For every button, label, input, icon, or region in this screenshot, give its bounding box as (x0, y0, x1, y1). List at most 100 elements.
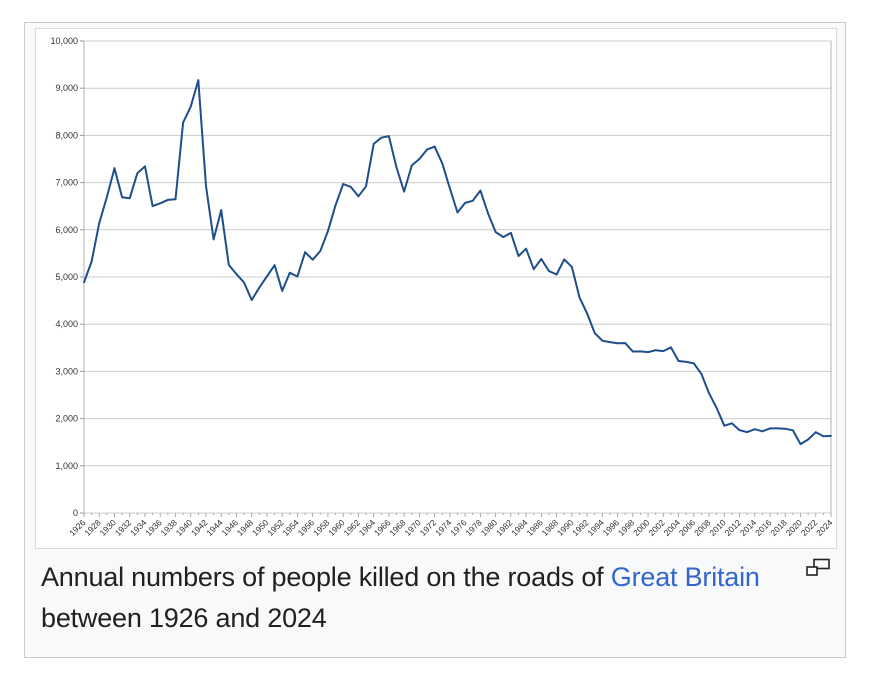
data-point (250, 299, 253, 301)
data-point (311, 258, 314, 261)
data-point (494, 231, 497, 233)
data-point (144, 165, 146, 168)
y-tick-label: 3,000 (55, 366, 78, 376)
data-point (304, 251, 306, 254)
data-point (327, 230, 329, 233)
data-point (403, 190, 405, 193)
data-point (281, 290, 284, 292)
data-point (517, 255, 520, 257)
data-point (380, 136, 383, 139)
data-point (799, 443, 802, 445)
data-point (715, 407, 718, 409)
data-point (746, 431, 749, 433)
data-point (548, 270, 550, 272)
data-point (769, 427, 771, 430)
data-point (601, 339, 604, 342)
data-point (212, 238, 215, 241)
caption-suffix: between 1926 and 2024 (41, 603, 327, 633)
data-point (243, 281, 246, 284)
data-point (814, 431, 817, 434)
data-point (677, 360, 680, 362)
data-point (570, 265, 573, 268)
y-tick-label: 4,000 (55, 319, 78, 329)
data-point (616, 342, 619, 345)
data-point (654, 349, 657, 352)
data-point (365, 185, 367, 188)
y-tick-label: 2,000 (55, 414, 78, 424)
chart-image[interactable]: 0 1,000 2,000 3,000 4,000 5,000 6,000 7,000 8,00… (35, 28, 837, 549)
data-point (410, 164, 413, 167)
data-point (578, 296, 581, 299)
data-point (433, 145, 436, 148)
figure-thumbnail: 0 1,000 2,000 3,000 4,000 5,000 6,000 7,000 8,00… (24, 22, 846, 658)
data-point (342, 183, 345, 185)
data-point (227, 264, 230, 266)
y-tick-label: 10,000 (50, 36, 78, 46)
data-point (273, 264, 276, 267)
data-point (98, 222, 101, 225)
data-point (624, 342, 627, 344)
data-point (90, 260, 93, 263)
y-tick-label: 7,000 (55, 178, 78, 188)
data-point (700, 373, 703, 375)
data-point (205, 185, 207, 188)
fatalities-series-line (83, 79, 832, 446)
data-point (830, 435, 832, 437)
data-point (166, 199, 169, 201)
y-tick-label: 5,000 (55, 272, 78, 282)
data-point (525, 247, 527, 250)
data-point (692, 362, 695, 365)
data-point (121, 196, 123, 199)
great-britain-link[interactable]: Great Britain (610, 562, 760, 592)
data-point (708, 392, 710, 395)
data-point (776, 427, 779, 430)
data-point (182, 121, 185, 124)
data-point (753, 428, 756, 431)
data-point (502, 236, 505, 239)
data-point (792, 429, 794, 432)
data-point (639, 350, 642, 353)
data-point (388, 135, 390, 137)
data-point (563, 258, 566, 261)
data-point (464, 202, 466, 204)
data-point (197, 79, 200, 82)
data-point (220, 209, 223, 212)
data-point (349, 186, 352, 188)
magnify-clip-icon[interactable] (805, 558, 831, 578)
data-point (441, 162, 444, 165)
data-point (555, 273, 558, 276)
data-point (731, 422, 733, 425)
data-point (670, 346, 672, 349)
y-tick-label: 6,000 (55, 225, 78, 235)
data-point (487, 212, 489, 215)
data-point (128, 197, 131, 200)
data-point (593, 332, 596, 334)
data-point (532, 268, 535, 271)
data-point (174, 198, 177, 201)
data-point (395, 166, 398, 169)
data-point (319, 250, 322, 252)
data-point (266, 275, 268, 278)
data-point (631, 350, 634, 353)
y-tick-label: 9,000 (55, 83, 78, 93)
data-point (609, 341, 611, 343)
data-point (685, 361, 688, 363)
data-point (83, 281, 85, 284)
data-point (456, 211, 459, 214)
data-point (761, 430, 764, 433)
y-tick-label: 1,000 (55, 461, 78, 471)
data-point (479, 189, 482, 192)
data-point (288, 271, 291, 274)
data-point (151, 205, 154, 208)
data-point (807, 438, 809, 441)
data-point (189, 105, 192, 108)
data-point (723, 424, 726, 427)
figure-caption: Annual numbers of people killed on the r… (41, 557, 801, 639)
data-point (586, 312, 588, 315)
data-point (471, 199, 474, 202)
data-point (662, 350, 665, 352)
data-point (540, 258, 543, 260)
data-point (647, 351, 649, 353)
data-point (822, 435, 825, 438)
data-point (296, 275, 299, 278)
